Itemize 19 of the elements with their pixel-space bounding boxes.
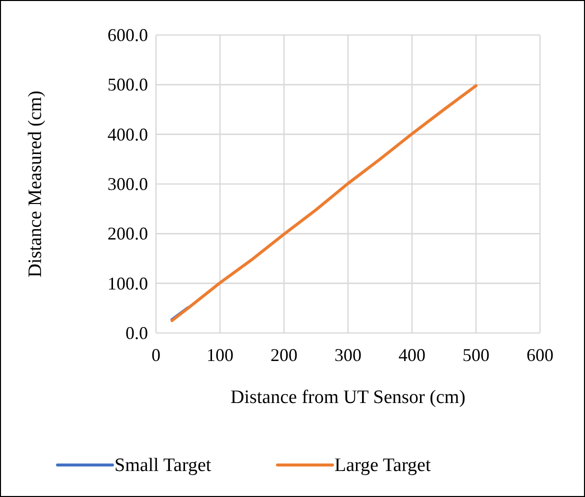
x-tick-label: 300 (334, 345, 362, 365)
y-tick-label: 0.0 (126, 323, 148, 343)
y-axis-title: Distance Measured (cm) (25, 90, 46, 278)
x-tick-label: 0 (152, 345, 160, 365)
x-tick-label: 100 (206, 345, 234, 365)
x-tick-label: 400 (398, 345, 426, 365)
legend-label: Small Target (114, 455, 212, 476)
y-tick-label: 100.0 (108, 273, 148, 294)
x-tick-label: 600 (526, 345, 554, 365)
y-tick-label: 200.0 (108, 224, 148, 244)
x-tick-label: 200 (270, 345, 298, 365)
y-tick-label: 400.0 (108, 124, 148, 144)
y-tick-label: 500.0 (108, 74, 148, 95)
line-series (170, 84, 478, 322)
x-tick-label: 500 (462, 345, 490, 365)
y-tick-label: 300.0 (108, 174, 148, 194)
y-tick-label: 600.0 (108, 25, 148, 45)
x-axis-title: Distance from UT Sensor (cm) (230, 387, 466, 408)
legend-label: Large Target (334, 455, 432, 476)
